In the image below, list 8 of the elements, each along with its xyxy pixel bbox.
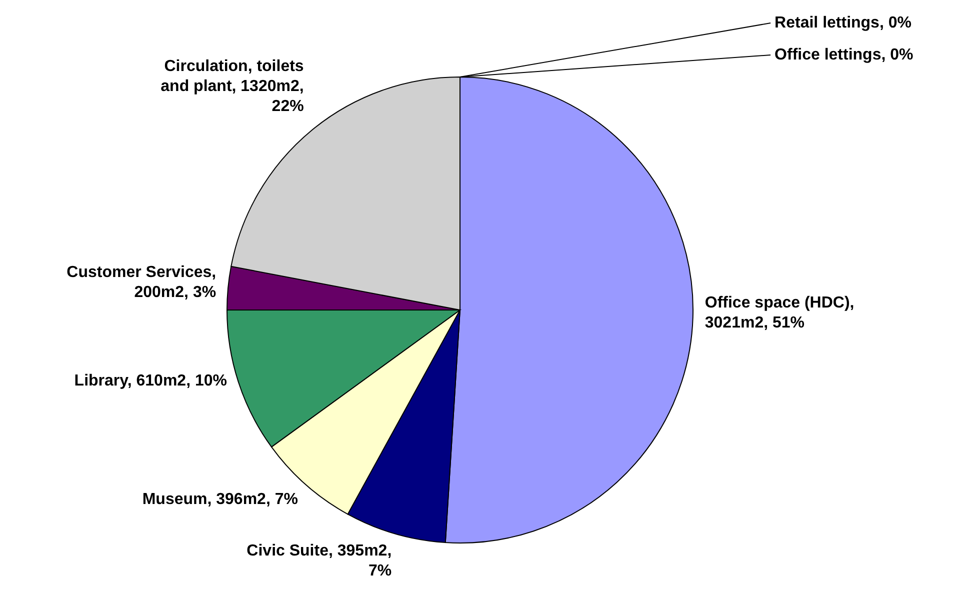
slice-label: Museum, 396m2, 7% [142, 490, 298, 508]
slice-label: Civic Suite, 395m2, 7% [246, 542, 392, 580]
slice-label: Customer Services, 200m2, 3% [66, 264, 216, 301]
slice-label: Office space (HDC), 3021m2, 51% [704, 294, 854, 332]
category-label: Office lettings, 0% [774, 46, 914, 64]
category-label: Retail lettings, 0% [774, 14, 912, 32]
slice-label: Library, 610m2, 10% [74, 372, 227, 390]
slice-label: Circulation, toilets and plant, 1320m2, 22% [160, 58, 304, 116]
